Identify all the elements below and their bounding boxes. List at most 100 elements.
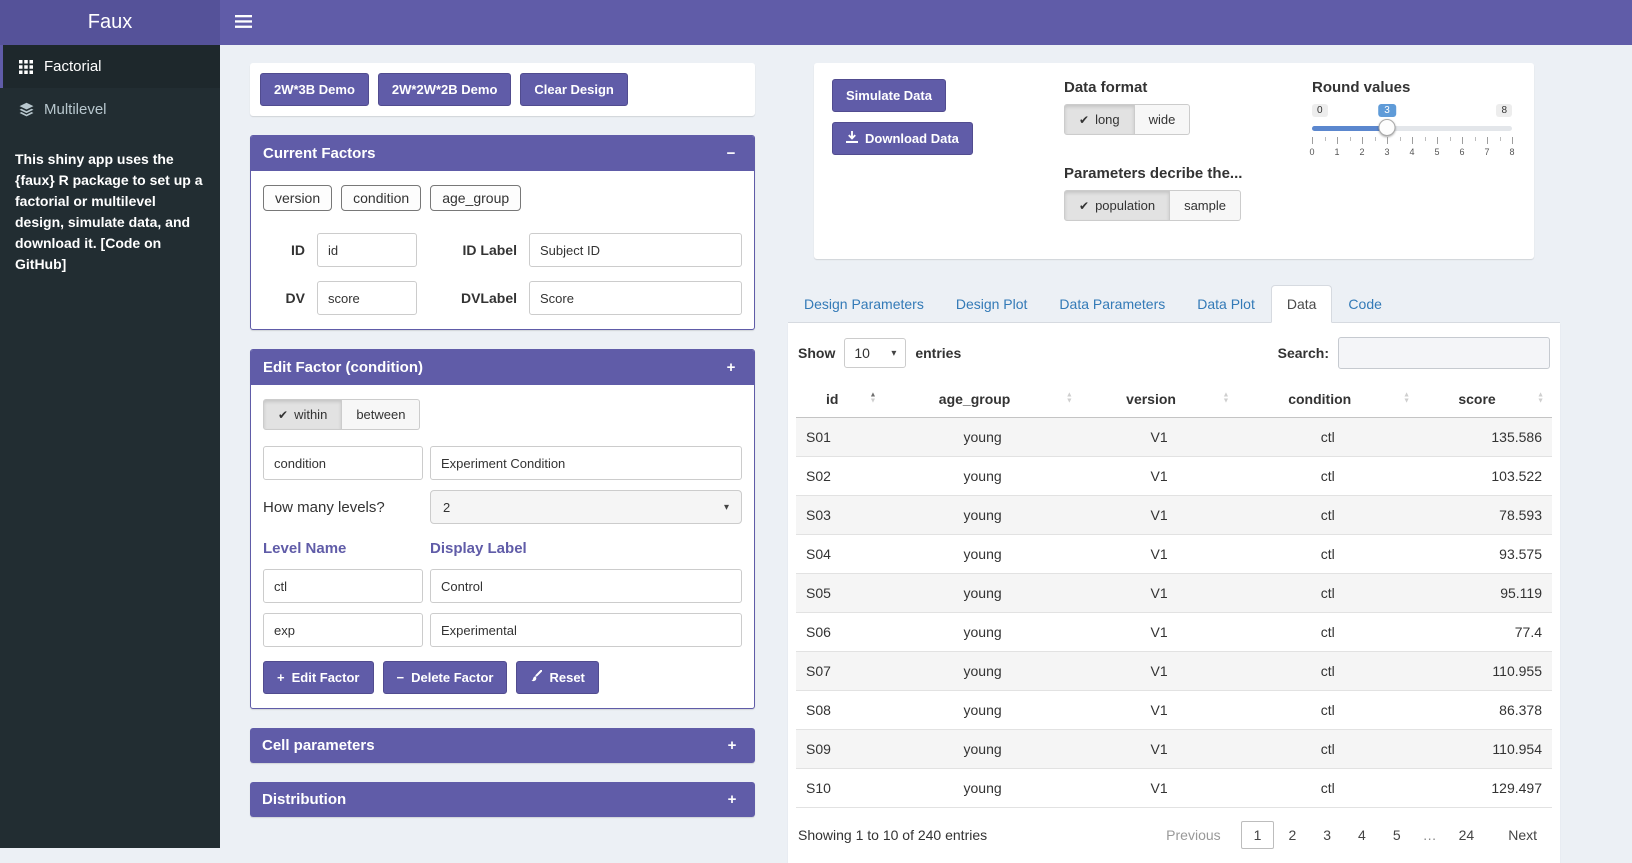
factor-display-input[interactable]	[430, 446, 742, 480]
factor-chips: version condition age_group	[263, 185, 742, 211]
clear-design-button[interactable]: Clear Design	[520, 73, 627, 106]
tab-data-plot[interactable]: Data Plot	[1181, 285, 1271, 323]
data-tab-panel: Show 10 ▾ entries Search:	[788, 323, 1560, 863]
level-1-name-input[interactable]	[263, 569, 423, 603]
data-column: Simulate Data Download Data Data format …	[788, 63, 1560, 863]
demo-2w3b-button[interactable]: 2W*3B Demo	[260, 73, 369, 106]
parameters-toggle: ✔ population sample	[1064, 190, 1241, 221]
tab-design-parameters[interactable]: Design Parameters	[788, 285, 940, 323]
button-label: 2W*3B Demo	[274, 82, 355, 97]
plus-icon: +	[277, 670, 285, 685]
format-long-button[interactable]: ✔ long	[1064, 104, 1135, 135]
slider-tick	[1500, 137, 1501, 141]
table-cell-age_group: young	[884, 652, 1080, 691]
dv-label-input[interactable]	[529, 281, 742, 315]
factor-name-row	[263, 446, 742, 480]
simulate-card: Simulate Data Download Data Data format …	[814, 63, 1534, 259]
tab-data-parameters[interactable]: Data Parameters	[1043, 285, 1181, 323]
sidebar-toggle-button[interactable]	[220, 0, 266, 45]
param-sample-button[interactable]: sample	[1170, 190, 1241, 221]
table-cell-score: 110.955	[1418, 652, 1552, 691]
expand-icon[interactable]: +	[721, 791, 743, 808]
column-header-id[interactable]: id ▲▼	[796, 381, 884, 418]
reset-button[interactable]: Reset	[516, 661, 598, 694]
app-logo[interactable]: Faux	[0, 0, 220, 45]
level-2-label-input[interactable]	[430, 613, 742, 647]
factor-name-input[interactable]	[263, 446, 423, 480]
expand-icon[interactable]: +	[721, 737, 743, 754]
table-cell-condition: ctl	[1237, 613, 1418, 652]
table-cell-id: S03	[796, 496, 884, 535]
delete-factor-button[interactable]: − Delete Factor	[383, 661, 508, 694]
id-label-input[interactable]	[529, 233, 742, 267]
expand-icon[interactable]: +	[720, 359, 742, 376]
pagination-page-24[interactable]: 24	[1446, 821, 1488, 849]
table-cell-age_group: young	[884, 730, 1080, 769]
dv-input[interactable]	[317, 281, 417, 315]
between-button[interactable]: between	[342, 399, 420, 430]
tab-label: Data Plot	[1197, 296, 1255, 312]
factor-chip-age-group[interactable]: age_group	[430, 185, 521, 211]
slider-tick-label: 8	[1509, 147, 1514, 157]
table-cell-version: V1	[1081, 613, 1238, 652]
edit-factor-button[interactable]: + Edit Factor	[263, 661, 374, 694]
data-format-label: Data format	[1064, 79, 1312, 96]
search-input[interactable]	[1338, 337, 1550, 369]
factor-chip-condition[interactable]: condition	[341, 185, 421, 211]
pagination-page-5[interactable]: 5	[1380, 821, 1414, 849]
level-1-label-input[interactable]	[430, 569, 742, 603]
id-input[interactable]	[317, 233, 417, 267]
slider-tick-label: 6	[1459, 147, 1464, 157]
levels-count-row: How many levels? 2 ▾	[263, 490, 742, 524]
levels-count-select[interactable]: 2 ▾	[430, 490, 742, 524]
check-icon: ✔	[1079, 199, 1089, 213]
minus-icon: −	[397, 670, 405, 685]
level-row-2	[263, 613, 742, 647]
tab-design-plot[interactable]: Design Plot	[940, 285, 1044, 323]
tab-data[interactable]: Data	[1271, 285, 1333, 323]
tab-label: Data Parameters	[1059, 296, 1165, 312]
column-header-score[interactable]: score ▲▼	[1418, 381, 1552, 418]
within-button[interactable]: ✔ within	[263, 399, 342, 430]
tab-code[interactable]: Code	[1332, 285, 1397, 323]
cell-parameters-box: Cell parameters +	[250, 728, 755, 763]
pagination-next[interactable]: Next	[1495, 821, 1550, 849]
format-wide-button[interactable]: wide	[1135, 104, 1191, 135]
sidebar-item-multilevel[interactable]: Multilevel	[0, 88, 220, 131]
simulate-data-button[interactable]: Simulate Data	[832, 79, 946, 112]
table-cell-age_group: young	[884, 769, 1080, 808]
page-length-select[interactable]: 10 ▾	[844, 338, 906, 368]
slider-tick	[1437, 137, 1438, 144]
slider-tick	[1462, 137, 1463, 144]
pagination-page-4[interactable]: 4	[1345, 821, 1379, 849]
slider-tick	[1337, 137, 1338, 144]
id-dv-form: ID ID Label DV DVLabel	[263, 233, 742, 315]
column-header-version[interactable]: version ▲▼	[1081, 381, 1238, 418]
level-2-name-input[interactable]	[263, 613, 423, 647]
box-title: Distribution	[262, 791, 346, 808]
pagination-previous[interactable]: Previous	[1153, 821, 1233, 849]
pagination-page-3[interactable]: 3	[1310, 821, 1344, 849]
pagination-page-2[interactable]: 2	[1275, 821, 1309, 849]
param-population-button[interactable]: ✔ population	[1064, 190, 1170, 221]
table-cell-condition: ctl	[1237, 769, 1418, 808]
pagination-page-1[interactable]: 1	[1241, 821, 1275, 849]
table-cell-condition: ctl	[1237, 457, 1418, 496]
column-label: condition	[1288, 391, 1351, 407]
download-data-button[interactable]: Download Data	[832, 122, 973, 155]
chevron-down-icon: ▾	[724, 502, 729, 513]
factor-chip-version[interactable]: version	[263, 185, 332, 211]
column-header-age-group[interactable]: age_group ▲▼	[884, 381, 1080, 418]
sidebar-item-factorial[interactable]: Factorial	[0, 45, 220, 88]
collapse-icon[interactable]: −	[720, 145, 742, 162]
demo-2w2w2b-button[interactable]: 2W*2W*2B Demo	[378, 73, 511, 106]
column-header-condition[interactable]: condition ▲▼	[1237, 381, 1418, 418]
slider-tick	[1375, 137, 1376, 141]
slider-handle[interactable]	[1379, 119, 1396, 136]
table-cell-id: S10	[796, 769, 884, 808]
check-icon: ✔	[1079, 113, 1089, 127]
